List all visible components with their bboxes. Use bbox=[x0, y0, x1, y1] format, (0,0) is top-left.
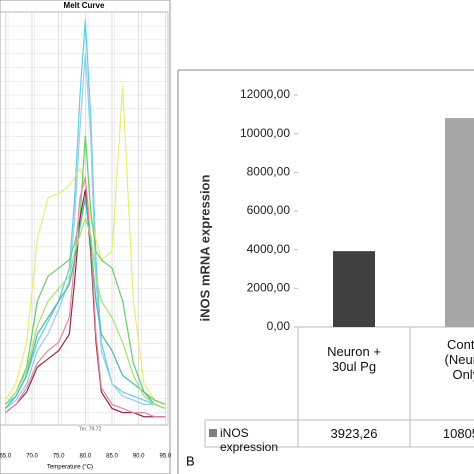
bar bbox=[445, 118, 474, 327]
melt-line bbox=[4, 20, 166, 410]
y-tick-label: 6000,00 bbox=[247, 203, 291, 217]
y-tick-label: 8000,00 bbox=[247, 165, 291, 179]
x-tick-label: 85.0 bbox=[106, 454, 118, 460]
y-tick-label: 4000,00 bbox=[247, 242, 291, 256]
legend-label: iNOS expression bbox=[220, 426, 279, 454]
x-tick-label: 80.0 bbox=[79, 454, 91, 460]
x-axis-label: Temperature (°C) bbox=[47, 465, 93, 471]
y-tick-label: 0,00 bbox=[267, 319, 291, 333]
melt-line bbox=[4, 177, 166, 418]
value-label: 3923,26 bbox=[330, 426, 378, 441]
x-tick-label: 70.0 bbox=[26, 454, 38, 460]
category-label: Control (Neuron Only) bbox=[444, 337, 474, 382]
y-axis-label: iNOS mRNA expression bbox=[197, 175, 212, 322]
melt-line bbox=[4, 197, 166, 410]
value-label: 10805,40 bbox=[442, 426, 474, 441]
y-tick-label: 2000,00 bbox=[247, 281, 291, 295]
y-tick-label: 12000,00 bbox=[240, 87, 290, 101]
annotation: Tm: 79.72 bbox=[79, 426, 102, 432]
table-lines bbox=[204, 327, 474, 448]
melt-line bbox=[4, 135, 166, 405]
melt-line bbox=[4, 86, 166, 405]
x-tick-label: 75.0 bbox=[53, 454, 65, 460]
melt-line bbox=[4, 53, 166, 410]
melt-title: Melt Curve bbox=[64, 1, 105, 10]
category-label: Neuron + 30ul Pg bbox=[327, 344, 381, 374]
y-tick-label: 10000,00 bbox=[240, 126, 290, 140]
x-tick-label: 90.0 bbox=[133, 454, 145, 460]
legend-key bbox=[209, 429, 217, 437]
x-tick-label: 65.0 bbox=[0, 454, 12, 460]
bar bbox=[333, 251, 375, 327]
x-tick-label: 95.0 bbox=[159, 454, 171, 460]
melt-line bbox=[4, 216, 166, 410]
bar-panel bbox=[177, 69, 474, 474]
panel-label: B bbox=[186, 453, 195, 468]
